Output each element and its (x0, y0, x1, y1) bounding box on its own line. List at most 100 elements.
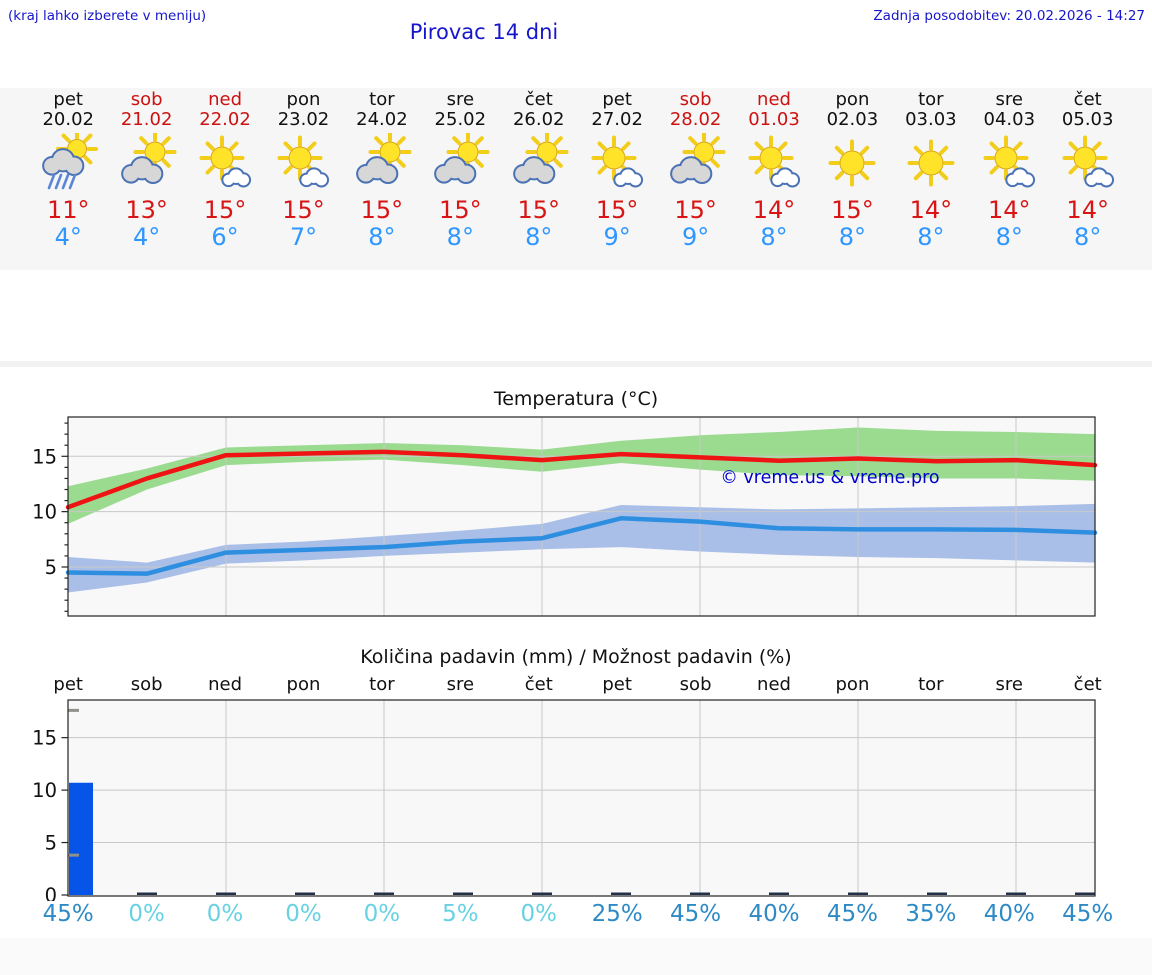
precipitation-probability: 0% (363, 901, 401, 927)
forecast-day-11: pon 02.03 15° 8° (813, 90, 891, 251)
day-name: ned (757, 89, 791, 110)
precipitation-probability: 45% (42, 901, 94, 927)
high-temperature: 14° (1066, 196, 1109, 224)
day-name: tor (369, 89, 395, 110)
day-name: sre (995, 89, 1023, 110)
daily-forecast-columns: pet 20.02 11° 4° sob 21.02 13° 4° ned 22.02 15° 6° p… (29, 90, 1127, 251)
forecast-day-3: ned 22.02 15° 6° (186, 90, 264, 251)
precip-day-label: sre (446, 674, 475, 695)
zero-precipitation-tick (216, 892, 236, 895)
day-date: 24.02 (356, 109, 408, 130)
precipitation-probability: 0% (285, 901, 322, 927)
precip-y-tick-label: 5 (45, 832, 57, 855)
page-title: Pirovac 14 dni (409, 20, 559, 44)
precipitation-probability: 40% (748, 901, 800, 927)
precip-day-label: sre (995, 674, 1023, 695)
section-divider (0, 361, 1152, 367)
precipitation-chart: 0 5 10 15 (32, 699, 1096, 901)
low-temperature: 7° (289, 223, 318, 251)
forecast-day-13: sre 04.03 14° 8° (970, 90, 1048, 251)
zero-precipitation-tick (611, 892, 631, 895)
high-temperature: 14° (909, 196, 953, 224)
precipitation-probability: 0% (206, 901, 244, 927)
sun-rain-cloud-icon (42, 133, 99, 190)
sun-small-cloud-icon (983, 135, 1036, 188)
precipitation-probability: 35% (905, 901, 957, 927)
high-temperature: 15° (360, 196, 404, 224)
last-update-timestamp: Zadnja posodobitev: 20.02.2026 - 14:27 (873, 8, 1145, 24)
sun-cloud-icon (434, 133, 490, 185)
daily-forecast-strip (0, 88, 1152, 270)
precip-day-label: pet (53, 674, 83, 695)
day-date: 23.02 (277, 109, 330, 130)
high-temperature: 15° (439, 196, 482, 224)
low-temperature: 8° (1074, 223, 1102, 251)
zero-precipitation-tick (453, 892, 473, 895)
day-date: 27.02 (591, 109, 643, 130)
high-temperature: 14° (988, 196, 1031, 224)
sun-cloud-icon (669, 133, 726, 185)
precip-day-label: čet (524, 674, 553, 695)
day-date: 03.03 (905, 109, 957, 130)
zero-precipitation-tick (1006, 892, 1026, 895)
low-temperature: 8° (995, 223, 1023, 251)
temp-y-tick-label: 5 (45, 556, 57, 579)
day-date: 02.03 (826, 109, 879, 130)
precip-day-label: pet (602, 674, 632, 695)
forecast-day-7: čet 26.02 15° 8° (500, 90, 578, 251)
precip-day-label: pon (835, 674, 870, 695)
precip-day-label: sob (130, 674, 163, 695)
day-date: 28.02 (669, 109, 722, 130)
menu-hint-note: (kraj lahko izberete v meniju) (8, 8, 207, 24)
high-temperature: 15° (674, 196, 717, 224)
temperature-chart-title: Temperatura (°C) (493, 388, 659, 410)
day-name: sre (446, 89, 475, 110)
sun-cloud-icon (512, 133, 569, 185)
sun-icon (907, 139, 955, 187)
precipitation-probability: 45% (670, 901, 722, 927)
precipitation-probability: 0% (128, 901, 165, 927)
day-name: sob (130, 89, 163, 110)
low-temperature: 8° (525, 223, 553, 251)
sun-small-cloud-icon (1062, 135, 1114, 188)
precipitation-day-labels: pet sob ned pon tor sre čet pet sob ned pon tor sre č… (29, 674, 1127, 695)
zero-precipitation-tick (927, 892, 947, 895)
low-temperature: 8° (446, 223, 474, 251)
low-temperature: 9° (603, 223, 631, 251)
precipitation-probability: 0% (520, 901, 557, 927)
sun-icon (828, 139, 876, 187)
high-temperature: 15° (282, 196, 325, 224)
high-temperature: 11° (46, 196, 90, 224)
high-temperature: 13° (125, 196, 168, 224)
day-name: čet (1073, 89, 1102, 110)
precip-day-label: ned (208, 674, 243, 695)
sun-cloud-icon (356, 133, 412, 185)
low-temperature: 8° (760, 223, 788, 251)
day-date: 25.02 (434, 109, 487, 130)
sun-small-cloud-icon (199, 135, 252, 188)
zero-precipitation-tick (532, 892, 552, 895)
watermark-link: © vreme.us & vreme.pro (720, 468, 940, 488)
forecast-day-14: čet 05.03 14° 8° (1048, 90, 1126, 251)
day-date: 22.02 (199, 109, 251, 130)
forecast-day-5: tor 24.02 15° 8° (343, 90, 421, 251)
day-name: pet (53, 89, 83, 110)
precip-y-tick-label: 15 (32, 727, 57, 750)
low-temperature: 4° (54, 223, 82, 251)
zero-precipitation-tick (769, 892, 789, 895)
day-date: 05.03 (1061, 109, 1114, 130)
day-name: pon (835, 89, 870, 110)
temperature-chart: 5 10 15 (32, 416, 1098, 617)
sun-small-cloud-icon (277, 135, 330, 188)
precip-day-label: tor (369, 674, 395, 695)
forecast-day-6: sre 25.02 15° 8° (421, 90, 499, 251)
zero-precipitation-tick (137, 892, 157, 895)
sun-cloud-icon (120, 133, 177, 185)
day-name: pon (286, 89, 321, 110)
low-temperature: 6° (211, 223, 239, 251)
day-name: ned (208, 89, 243, 110)
high-temperature: 15° (831, 196, 874, 224)
high-temperature: 15° (595, 196, 639, 224)
low-temperature: 8° (368, 223, 396, 251)
